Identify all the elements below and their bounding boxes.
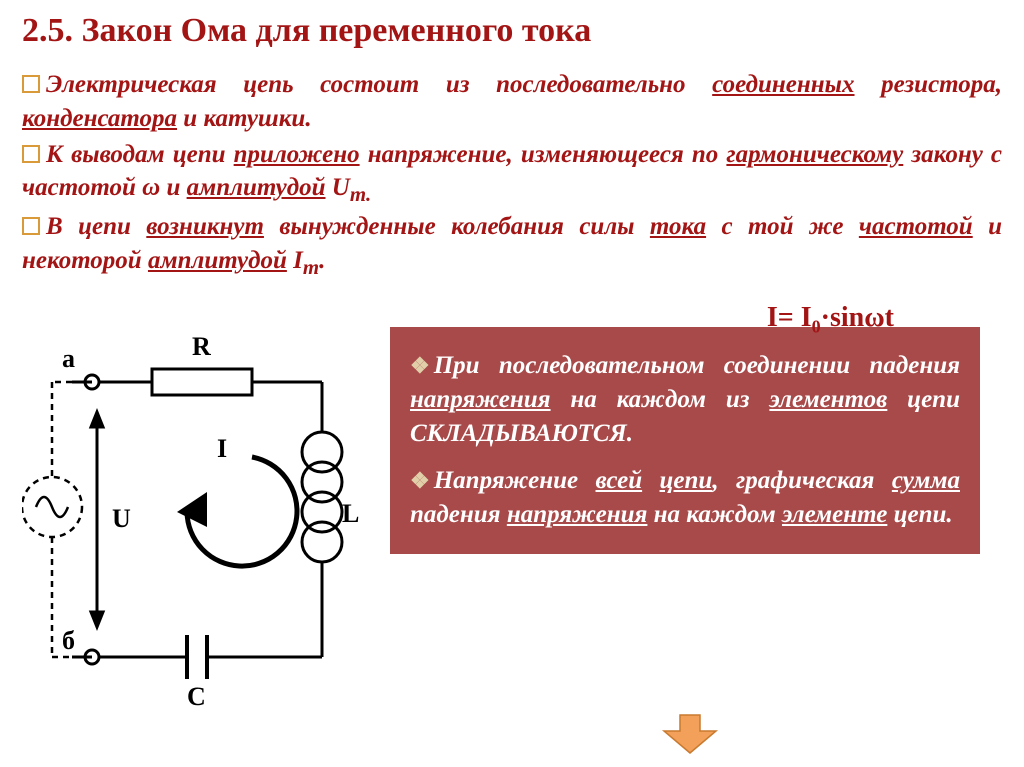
node-b-label: б (62, 626, 75, 655)
page-title: 2.5. Закон Ома для переменного тока (22, 12, 1002, 50)
bullet-list: Электрическая цепь состоит из последоват… (22, 68, 1002, 281)
node-a-label: а (62, 344, 75, 373)
info-box: ❖При последовательном соединении падения… (390, 327, 980, 554)
capacitor-label: C (187, 682, 206, 707)
box-paragraph-1: ❖При последовательном соединении падения… (410, 349, 960, 450)
bullet-2: К выводам цепи приложено напряжение, изм… (22, 138, 1002, 209)
resistor-label: R (192, 332, 211, 361)
bullet-1: Электрическая цепь состоит из последоват… (22, 68, 1002, 136)
diamond-icon: ❖ (410, 351, 430, 381)
bullet-square-icon (22, 145, 40, 163)
box-paragraph-2: ❖Напряжение всей цепи, графическая сумма… (410, 464, 960, 532)
bullet-square-icon (22, 217, 40, 235)
current-label: I (217, 434, 227, 463)
bullet-3: В цепи возникнут вынужденные колебания с… (22, 210, 1002, 281)
formula: I= I0·sinωt (767, 302, 894, 338)
diamond-icon: ❖ (410, 466, 430, 496)
voltage-label: U (112, 504, 131, 533)
arrow-down-icon (660, 713, 720, 755)
circuit-diagram: а б R L C U I (22, 327, 362, 712)
bullet-square-icon (22, 75, 40, 93)
inductor-label: L (342, 499, 359, 528)
